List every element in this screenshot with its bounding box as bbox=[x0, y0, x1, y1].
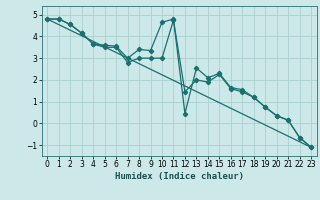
X-axis label: Humidex (Indice chaleur): Humidex (Indice chaleur) bbox=[115, 172, 244, 181]
